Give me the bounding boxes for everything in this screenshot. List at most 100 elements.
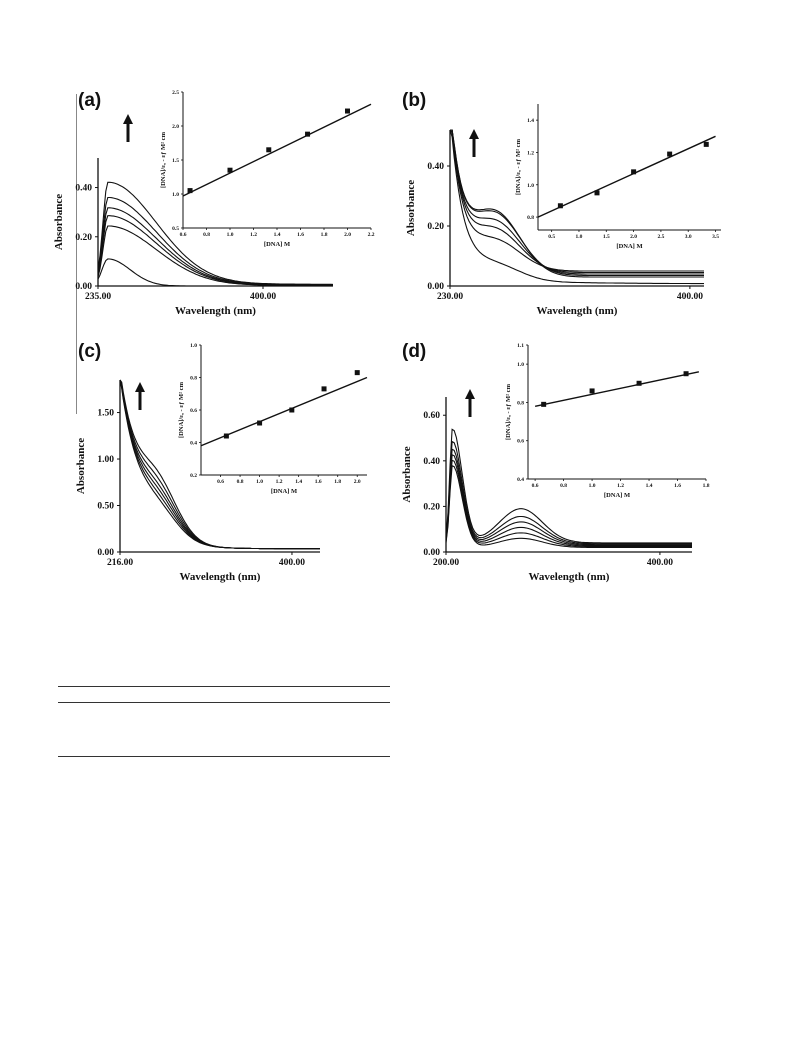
inset-data-point [257,420,263,426]
increase-arrow-head [465,389,475,399]
inset-y-axis-label: [DNA]/εₐ - εƒ M² cm [178,381,185,438]
inset-background [528,345,706,479]
inset-y-tick-label: 1.0 [172,192,179,198]
inset-data-point [266,147,272,153]
page-margin-line [76,94,77,414]
x-tick-label: 235.00 [85,292,111,302]
inset-y-tick-label: 0.4 [190,441,197,447]
y-axis-label: Absorbance [53,194,65,250]
spectrum-curve [445,440,692,545]
increase-arrow-head [123,114,133,124]
x-tick-label: 400.00 [647,558,673,568]
x-tick-label: 400.00 [279,558,305,568]
spectrum-curve [119,379,320,550]
x-axis-label: Wavelength (nm) [180,571,261,583]
inset-data-point [594,190,600,196]
inset-y-axis-label: [DNA]/εₐ - εƒ M² cm [515,138,522,195]
inset-x-tick-label: 0.8 [203,232,210,238]
spectrum-curve [450,129,704,278]
inset-y-tick-label: 0.8 [517,400,524,406]
inset-data-point [589,388,595,394]
inset-y-tick-label: 1.0 [527,183,534,189]
inset-data-point [667,151,673,157]
panel-label: (d) [402,341,426,362]
y-tick-label: 0.40 [427,162,444,172]
y-tick-label: 0.20 [423,502,440,512]
x-tick-label: 216.00 [107,558,133,568]
inset-x-tick-label: 1.5 [603,234,610,240]
inset-x-tick-label: 1.4 [646,483,653,489]
spectrum-curve [450,129,704,274]
y-tick-label: 0.00 [97,548,114,558]
inset-x-tick-label: 1.0 [589,483,596,489]
table-header-rule [58,702,390,703]
spectrum-curve [97,181,334,285]
y-tick-label: 0.20 [427,222,444,232]
x-axis-label: Wavelength (nm) [175,305,256,317]
x-tick-label: 400.00 [250,292,276,302]
table-bottom-rule [58,756,390,757]
table-top-rule [58,686,390,687]
inset-x-axis-label: [DNA] M [604,492,630,499]
inset-x-tick-label: 1.6 [315,479,322,485]
inset-x-tick-label: 1.0 [227,232,234,238]
inset-data-point [683,371,689,377]
spectrum-curve [450,129,704,277]
inset-x-tick-label: 1.8 [321,232,328,238]
x-tick-label: 200.00 [433,558,459,568]
inset-x-tick-label: 0.6 [532,483,539,489]
inset-y-axis-label: [DNA]/εₐ - εƒ M² cm [505,383,512,440]
inset-y-tick-label: 0.6 [190,408,197,414]
inset-x-axis-label: [DNA] M [616,243,642,250]
y-axis-label: Absorbance [75,438,87,494]
spectrum-curve [449,129,704,272]
inset-y-tick-label: 1.1 [517,343,524,349]
inset-x-tick-label: 1.2 [250,232,257,238]
inset-x-tick-label: 0.8 [237,479,244,485]
y-tick-label: 0.40 [423,457,440,467]
inset-x-tick-label: 0.5 [548,234,555,240]
chart-svg-b: (b) 0.00 0.20 0.40 230.00 400.00 Wavelength (n… [402,90,721,317]
inset-data-point [636,380,642,386]
inset-y-tick-label: 0.6 [517,439,524,445]
spectrum-curve [445,464,692,548]
y-tick-label: 0.00 [423,548,440,558]
y-tick-label: 0.50 [97,502,114,512]
inset-x-tick-label: 1.2 [617,483,624,489]
inset-fit-line [182,103,372,197]
inset-fit-line [537,135,716,218]
inset-y-tick-label: 0.8 [190,376,197,382]
inset-x-tick-label: 3.0 [685,234,692,240]
inset-y-tick-label: 1.2 [527,150,534,156]
inset-x-tick-label: 2.0 [344,232,351,238]
inset-data-point [631,169,637,175]
spectrum-curve [449,129,704,285]
x-tick-label: 230.00 [437,292,463,302]
inset-data-point [557,203,563,209]
inset-x-tick-label: 2.5 [657,234,664,240]
inset-x-tick-label: 1.8 [334,479,341,485]
y-axis-label: Absorbance [405,180,417,236]
y-tick-label: 0.00 [75,282,92,292]
inset-x-tick-label: 1.6 [297,232,304,238]
inset-y-tick-label: 0.2 [190,473,197,479]
inset-x-tick-label: 1.4 [295,479,302,485]
inset-data-point [345,108,350,114]
spectrum-curve [445,448,692,546]
inset-x-tick-label: 1.0 [256,479,263,485]
panel-label: (a) [78,90,101,111]
x-axis-label: Wavelength (nm) [537,305,618,317]
inset-x-tick-label: 0.6 [217,479,224,485]
chart-svg-a: (a) 0.00 0.20 0.40 235.00 400.00 Wavelength (n… [53,90,375,317]
inset-x-tick-label: 1.6 [674,483,681,489]
x-axis-label: Wavelength (nm) [529,571,610,583]
inset-x-tick-label: 0.8 [560,483,567,489]
inset-background [538,104,721,230]
spectrum-curve [445,453,692,547]
chart-panel-b: (b) 0.00 0.20 0.40 230.00 400.00 Wavelength (n… [396,80,792,330]
inset-x-tick-label: 3.5 [712,234,719,240]
inset-background [183,92,371,228]
y-axis-label: Absorbance [401,446,413,502]
inset-data-point [703,141,709,147]
inset-y-tick-label: 1.4 [527,118,534,124]
